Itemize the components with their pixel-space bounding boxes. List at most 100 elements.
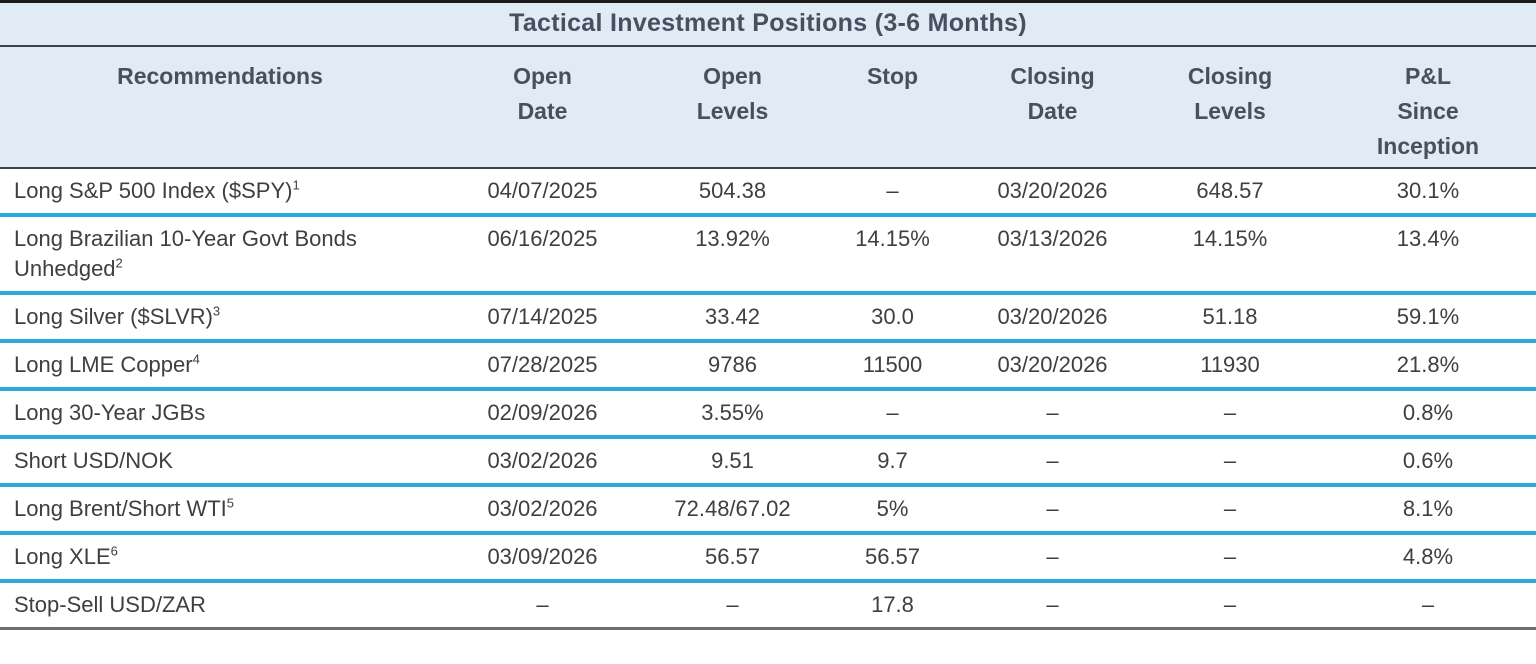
table-body: Long S&P 500 Index ($SPY)1 04/07/2025 50… <box>0 169 1536 630</box>
table-row: Long LME Copper4 07/28/2025 9786 11500 0… <box>0 343 1536 391</box>
footnote-marker: 3 <box>212 303 221 319</box>
table-row: Long Silver ($SLVR)3 07/14/2025 33.42 30… <box>0 295 1536 343</box>
column-header-open-levels: Open Levels <box>645 59 820 167</box>
recommendation-text: Long LME Copper <box>14 352 193 377</box>
cell-open-levels: 9.51 <box>711 448 754 473</box>
column-header-stop: Stop <box>820 59 965 167</box>
column-header-closing-levels: Closing Levels <box>1140 59 1320 167</box>
cell-pnl: 0.6% <box>1402 448 1454 473</box>
cell-closing-date: – <box>1046 400 1059 425</box>
cell-closing-levels: 51.18 <box>1202 304 1258 329</box>
cell-closing-levels: 11930 <box>1200 352 1260 377</box>
cell-recommendation: Long LME Copper4 <box>0 350 440 380</box>
table-row: Long Brent/Short WTI5 03/02/2026 72.48/6… <box>0 487 1536 535</box>
cell-open-levels: 72.48/67.02 <box>674 496 791 521</box>
header-label: Closing <box>1187 63 1273 89</box>
cell-recommendation: Long S&P 500 Index ($SPY)1 <box>0 176 440 206</box>
cell-pnl: – <box>1421 592 1435 617</box>
cell-pnl: 4.8% <box>1402 544 1454 569</box>
cell-pnl: 30.1% <box>1396 178 1460 203</box>
cell-stop: 17.8 <box>871 592 914 617</box>
cell-open-levels: 56.57 <box>704 544 761 569</box>
header-label: Since <box>1397 98 1459 124</box>
header-label: Inception <box>1376 133 1480 159</box>
cell-stop: 11500 <box>862 352 923 377</box>
cell-closing-date: – <box>1046 496 1059 521</box>
cell-open-levels: 3.55% <box>701 400 764 425</box>
cell-pnl: 21.8% <box>1396 352 1460 377</box>
footnote-marker: 5 <box>226 495 234 511</box>
cell-stop: – <box>886 400 899 425</box>
cell-stop: 14.15% <box>855 226 930 251</box>
header-label: Levels <box>696 98 769 124</box>
footnote-marker: 2 <box>115 255 123 271</box>
recommendation-text: Long Silver ($SLVR) <box>14 304 213 329</box>
recommendation-text: Stop-Sell USD/ZAR <box>14 592 206 617</box>
column-header-pnl-since-inception: P&L Since Inception <box>1320 59 1536 167</box>
cell-open-date: – <box>536 592 549 617</box>
header-label: P&L <box>1405 63 1451 89</box>
cell-closing-date: 03/13/2026 <box>997 226 1108 251</box>
column-header-closing-date: Closing Date <box>965 59 1140 167</box>
header-label: Open <box>513 63 572 89</box>
table-row: Long Brazilian 10-Year Govt Bonds Unhedg… <box>0 217 1536 295</box>
cell-open-date: 04/07/2025 <box>487 178 598 203</box>
cell-stop: 9.7 <box>877 448 908 473</box>
recommendation-text: Long XLE <box>14 544 111 569</box>
cell-pnl: 13.4% <box>1396 226 1460 251</box>
footnote-marker: 4 <box>192 351 200 367</box>
table-title: Tactical Investment Positions (3-6 Month… <box>509 9 1027 37</box>
cell-recommendation: Long Brazilian 10-Year Govt Bonds Unhedg… <box>0 224 440 284</box>
table-row: Stop-Sell USD/ZAR – – 17.8 – – – <box>0 583 1536 630</box>
cell-stop: 30.0 <box>871 304 914 329</box>
recommendation-text: Short USD/NOK <box>14 448 173 473</box>
recommendation-text: Long S&P 500 Index ($SPY) <box>14 178 293 203</box>
cell-stop: – <box>886 178 899 203</box>
cell-closing-date: – <box>1046 544 1059 569</box>
column-header-recommendations: Recommendations <box>0 59 440 167</box>
cell-closing-levels: – <box>1223 400 1237 425</box>
cell-open-date: 03/09/2026 <box>487 544 598 569</box>
header-label: Levels <box>1194 98 1266 124</box>
cell-recommendation: Short USD/NOK <box>0 446 440 476</box>
cell-stop: 5% <box>876 496 909 521</box>
cell-closing-levels: – <box>1223 544 1237 569</box>
cell-open-levels: 504.38 <box>698 178 767 203</box>
cell-recommendation: Long XLE6 <box>0 542 440 572</box>
cell-closing-levels: – <box>1223 496 1237 521</box>
cell-closing-levels: 648.57 <box>1196 178 1264 203</box>
cell-open-levels: 33.42 <box>704 304 761 329</box>
header-label: Closing <box>1010 63 1095 89</box>
cell-closing-date: 03/20/2026 <box>997 178 1108 203</box>
column-header-open-date: Open Date <box>440 59 645 167</box>
cell-open-date: 03/02/2026 <box>487 496 598 521</box>
recommendation-text: Long 30-Year JGBs <box>14 400 206 425</box>
cell-open-levels: 9786 <box>708 352 757 377</box>
cell-open-date: 07/28/2025 <box>487 352 598 377</box>
cell-pnl: 0.8% <box>1402 400 1454 425</box>
cell-closing-levels: – <box>1223 448 1237 473</box>
cell-recommendation: Long Silver ($SLVR)3 <box>0 302 440 332</box>
recommendation-text: Long Brazilian 10-Year Govt Bonds Unhedg… <box>14 226 357 281</box>
header-label: Recommendations <box>117 63 323 89</box>
cell-recommendation: Long 30-Year JGBs <box>0 398 440 428</box>
cell-closing-levels: 14.15% <box>1192 226 1268 251</box>
table-row: Long XLE6 03/09/2026 56.57 56.57 – – 4.8… <box>0 535 1536 583</box>
table-row: Long S&P 500 Index ($SPY)1 04/07/2025 50… <box>0 169 1536 217</box>
cell-closing-levels: – <box>1223 592 1237 617</box>
table-title-band: Tactical Investment Positions (3-6 Month… <box>0 3 1536 47</box>
table-row: Long 30-Year JGBs 02/09/2026 3.55% – – –… <box>0 391 1536 439</box>
cell-open-date: 02/09/2026 <box>487 400 598 425</box>
cell-stop: 56.57 <box>864 544 921 569</box>
table-row: Short USD/NOK 03/02/2026 9.51 9.7 – – 0.… <box>0 439 1536 487</box>
header-label: Stop <box>866 63 919 89</box>
table-header-row: Recommendations Open Date Open Levels St… <box>0 47 1536 169</box>
cell-closing-date: – <box>1046 592 1059 617</box>
footnote-marker: 1 <box>292 177 300 193</box>
cell-closing-date: 03/20/2026 <box>997 304 1108 329</box>
cell-recommendation: Stop-Sell USD/ZAR <box>0 590 440 620</box>
header-label: Open <box>703 63 762 89</box>
cell-open-levels: – <box>726 592 739 617</box>
footnote-marker: 6 <box>110 543 118 559</box>
